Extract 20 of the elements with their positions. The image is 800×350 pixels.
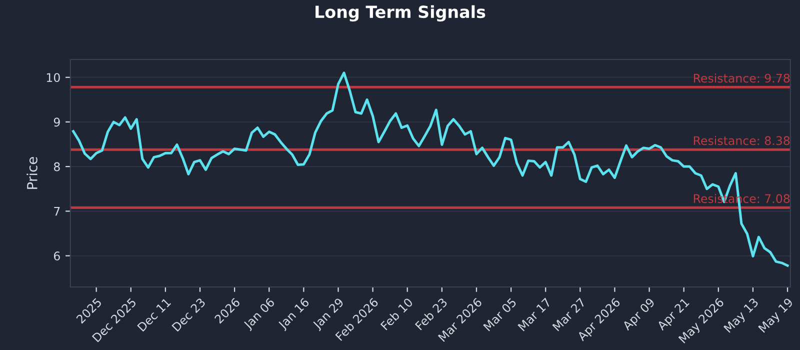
y-tick-label: 8	[54, 162, 60, 172]
x-tick-label: Mar 17	[518, 298, 552, 332]
x-tick-label: Jan 16	[277, 297, 312, 332]
ref-line-label: Resistance: 8.38	[694, 136, 790, 146]
x-tick-label: Dec 23	[172, 298, 206, 332]
x-tick-label: Mar 05	[482, 298, 517, 332]
y-tick-label: 6	[54, 252, 60, 260]
x-tick-label: Feb 23	[414, 297, 448, 330]
ref-line-label: Resistance: 9.78	[694, 74, 790, 83]
x-tick-label: Mar 27	[552, 298, 586, 332]
x-tick-label: Feb 10	[380, 297, 414, 330]
chart-title: Long Term Signals	[316, 5, 486, 22]
line-series	[72, 72, 789, 267]
x-tick-label: Jan 06	[242, 297, 277, 332]
y-tick-label: 10	[46, 73, 60, 82]
y-tick-label: 7	[54, 207, 60, 216]
y-axis-title: Price	[26, 157, 38, 189]
y-tick-label: 9	[54, 118, 60, 127]
x-tick-label: Apr 09	[622, 297, 657, 332]
x-tick-label: Dec 11	[137, 298, 172, 332]
